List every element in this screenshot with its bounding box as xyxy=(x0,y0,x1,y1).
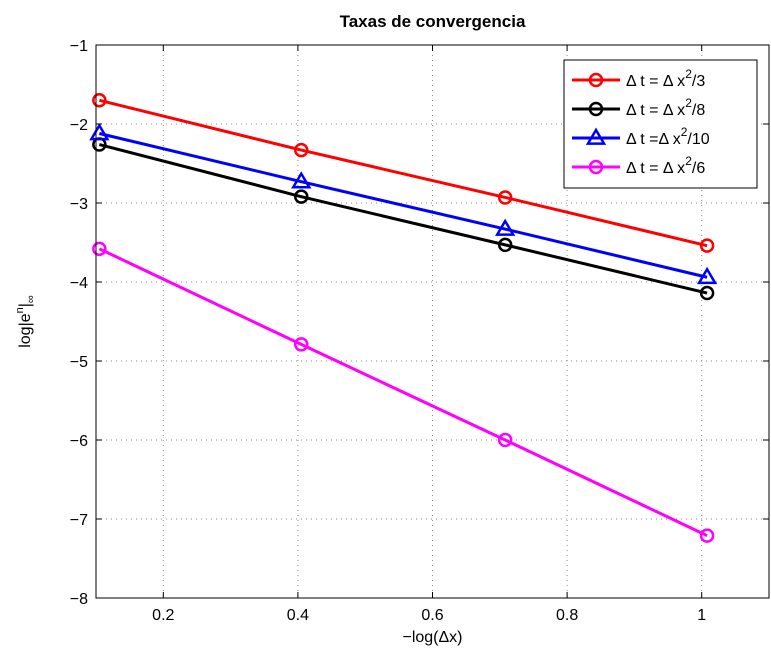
series-line xyxy=(99,132,708,279)
series-line xyxy=(98,247,708,537)
y-axis-label: log|en|∞ xyxy=(14,295,37,348)
x-axis-label: −log(Δx) xyxy=(402,629,462,646)
series-1 xyxy=(92,93,715,253)
x-tick-label: 0.6 xyxy=(421,607,443,624)
y-tick-label: −2 xyxy=(70,117,88,134)
legend-entry: Δ t = Δ x2/6 xyxy=(572,154,705,177)
y-axis-label-sup: n xyxy=(14,307,26,313)
legend-label-main: Δ t = Δ x xyxy=(626,160,685,177)
legend-label: Δ t = Δ x2/8 xyxy=(626,96,705,119)
data-point xyxy=(92,241,107,257)
legend-label-sup: 2 xyxy=(685,67,692,81)
legend-label-sup: 2 xyxy=(685,96,692,110)
data-point xyxy=(291,171,312,189)
data-point xyxy=(294,189,309,204)
data-point xyxy=(699,528,715,543)
legend-label-tail: /6 xyxy=(692,160,705,177)
data-point xyxy=(497,432,513,448)
y-tick-label: −8 xyxy=(70,591,88,608)
x-tick-label: 0.2 xyxy=(152,607,174,624)
data-point xyxy=(497,237,513,253)
y-tick-label: −5 xyxy=(70,354,88,371)
data-point xyxy=(497,190,513,205)
y-tick-label: −6 xyxy=(70,433,88,450)
series-4 xyxy=(92,241,715,543)
series-3 xyxy=(89,123,718,285)
legend-entry: Δ t = Δ x2/3 xyxy=(572,67,705,90)
legend-label-tail: /8 xyxy=(692,102,705,119)
data-point xyxy=(699,238,715,253)
legend-entry: Δ t =Δ x2/10 xyxy=(572,125,710,148)
x-tick-label: 1 xyxy=(697,607,706,624)
legend-marker xyxy=(585,127,607,145)
data-point xyxy=(89,123,110,141)
legend-marker xyxy=(588,72,604,88)
legend-label: Δ t =Δ x2/10 xyxy=(626,125,710,148)
y-tick-label: −3 xyxy=(70,196,88,213)
data-point xyxy=(294,337,309,352)
series-lines xyxy=(89,93,718,543)
legend-label-tail: /3 xyxy=(692,73,705,90)
legend-label-sup: 2 xyxy=(681,125,688,139)
series-line xyxy=(98,143,708,295)
series-line xyxy=(99,98,708,248)
data-point xyxy=(696,266,718,285)
chart-title: Taxas de convergencia xyxy=(340,12,526,31)
legend-marker xyxy=(588,159,604,175)
x-tick-label: 0.4 xyxy=(287,607,309,624)
legend-marker xyxy=(588,101,604,117)
y-tick-label: −4 xyxy=(70,275,88,292)
legend-entry: Δ t = Δ x2/8 xyxy=(572,96,705,119)
legend-label-main: Δ t = Δ x xyxy=(626,102,685,119)
legend: Δ t = Δ x2/3Δ t = Δ x2/8Δ t =Δ x2/10Δ t … xyxy=(563,59,758,189)
y-axis-label-sub: ∞ xyxy=(25,295,37,303)
x-tick-label: 0.8 xyxy=(556,607,578,624)
legend-label-sup: 2 xyxy=(685,154,692,168)
axis-ticks: 0.2 0.4 0.6 0.8 1 −1 −2 −3 −4 −5 −6 −7 −8 xyxy=(70,38,769,624)
y-axis-label-tail: | xyxy=(17,303,34,307)
legend-label-main: Δ t =Δ x xyxy=(626,131,681,148)
y-tick-label: −1 xyxy=(70,38,88,55)
legend-label-main: Δ t = Δ x xyxy=(626,73,685,90)
legend-label: Δ t = Δ x2/6 xyxy=(626,154,705,177)
legend-label-tail: /10 xyxy=(687,131,709,148)
y-tick-label: −7 xyxy=(70,512,88,529)
data-point xyxy=(494,218,516,236)
data-point xyxy=(92,93,107,108)
y-axis-label-main: log|e xyxy=(17,313,34,348)
data-point xyxy=(294,142,309,158)
data-point xyxy=(699,285,715,301)
legend-label: Δ t = Δ x2/3 xyxy=(626,67,705,90)
